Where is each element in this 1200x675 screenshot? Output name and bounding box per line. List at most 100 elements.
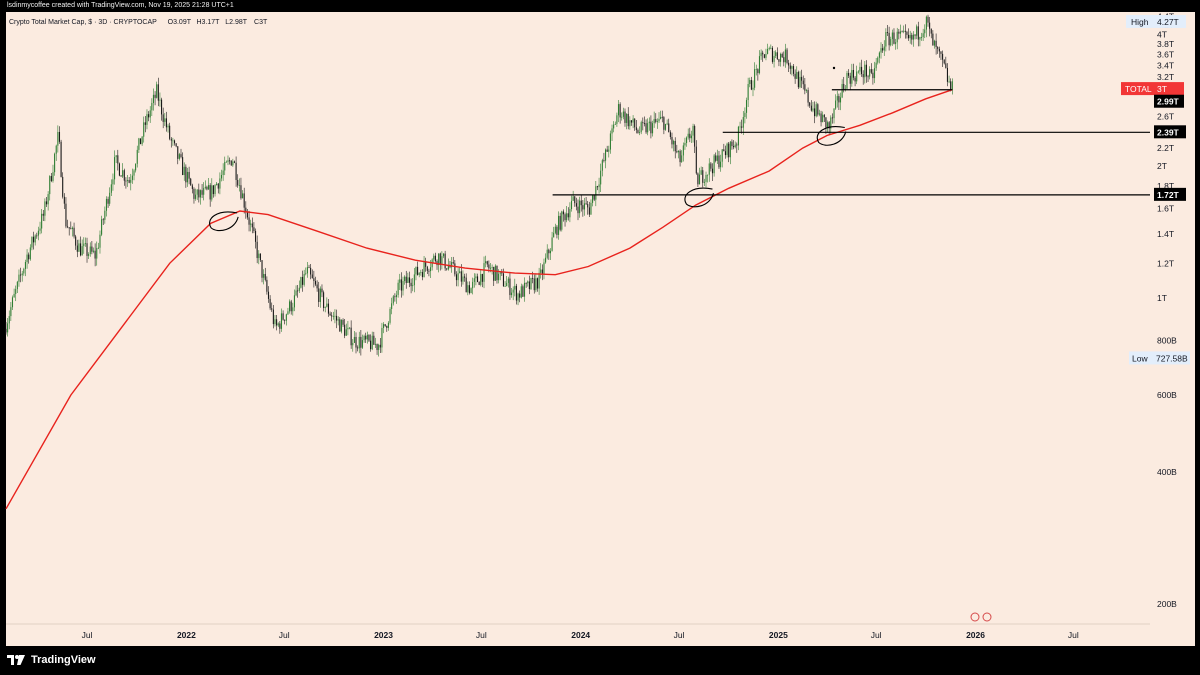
candle-up (613, 121, 615, 133)
candle-down (279, 320, 281, 334)
candle-body (248, 217, 250, 225)
candle-up (352, 339, 354, 352)
candle-body (384, 324, 386, 326)
candle-up (692, 123, 694, 143)
time-tick-label: Jul (476, 630, 487, 640)
candle-body (447, 265, 449, 270)
candle-up (747, 77, 749, 107)
candle-body (538, 272, 540, 289)
candle-body (689, 133, 691, 139)
candle-up (47, 191, 49, 211)
candle-body (721, 149, 723, 162)
candle-up (830, 115, 832, 135)
chart-area[interactable] (6, 12, 1195, 646)
candle-down (148, 111, 150, 122)
candle-body (472, 281, 474, 289)
candle-body (360, 336, 362, 348)
candle-down (62, 172, 64, 199)
candle-body (543, 262, 545, 275)
candle-body (58, 131, 61, 142)
candle-down (331, 312, 333, 322)
candle-down (642, 117, 644, 131)
candle-body (640, 122, 642, 133)
candle-up (397, 279, 399, 298)
chart-title: Crypto Total Market Cap, $ · 3D · CRYPTO… (9, 19, 157, 26)
candle-down (329, 311, 331, 316)
candle-body (311, 274, 313, 279)
candle-body (731, 141, 733, 147)
candle-body (459, 271, 461, 274)
candle-body (478, 281, 480, 285)
brand[interactable]: TradingView (7, 652, 96, 668)
candle-up (507, 276, 509, 288)
candle-body (214, 185, 216, 195)
candle-down (932, 30, 934, 46)
candle-down (861, 59, 863, 77)
candle-body (493, 267, 495, 281)
candle-body (873, 68, 876, 79)
candle-body (781, 53, 783, 58)
candle-body (326, 303, 328, 307)
candle-up (755, 64, 757, 76)
candle-down (5, 321, 7, 335)
candle-down (212, 185, 214, 198)
candle-up (293, 289, 295, 312)
candle-up (877, 56, 879, 65)
candle-up (242, 190, 244, 199)
candle-down (582, 200, 584, 217)
candle-body (592, 195, 594, 203)
candle-down (541, 264, 543, 281)
candle-up (857, 70, 859, 74)
candle-body (256, 241, 258, 259)
candle-body (345, 329, 347, 336)
candle-up (682, 142, 684, 162)
candle-up (869, 66, 871, 80)
candle-body (536, 278, 539, 289)
time-axis: Jul 2022 Jul 2023 Jul 2024 Jul 2025 Jul 2026 Jul (82, 630, 1079, 640)
candle-up (52, 164, 54, 183)
candle-body (229, 160, 231, 162)
time-tick-label: 2024 (571, 630, 590, 640)
candle-body (267, 291, 270, 299)
candle-down (741, 119, 743, 134)
candle-body (7, 323, 9, 333)
candle-body (796, 72, 798, 79)
candle-body (710, 163, 712, 169)
candle-down (321, 284, 323, 298)
candle-body (227, 160, 229, 162)
candle-body (541, 269, 543, 275)
candle-down (162, 107, 164, 129)
candle-up (729, 140, 731, 165)
candle-body (391, 303, 393, 309)
candle-body (209, 185, 211, 200)
candle-body (319, 288, 321, 302)
candle-down (536, 277, 539, 292)
candle-body (655, 119, 657, 122)
candle-up (24, 259, 26, 277)
candle-down (564, 212, 566, 227)
candle-up (553, 226, 555, 238)
candle-down (694, 124, 696, 153)
candle-body (919, 37, 921, 40)
candle-body (76, 245, 78, 252)
candle-up (925, 15, 927, 38)
candle-body (849, 75, 851, 84)
candle-body (648, 121, 650, 124)
candle-body (442, 253, 445, 257)
candle-down (384, 324, 386, 327)
candle-body (342, 319, 344, 325)
candle-body (898, 31, 900, 34)
candle-up (133, 168, 135, 181)
candle-up (473, 273, 475, 288)
candle-body (177, 146, 179, 159)
candle-down (802, 75, 804, 90)
candle-body (784, 49, 786, 63)
candle-body (314, 281, 317, 285)
candle-body (348, 327, 351, 329)
candle-body (47, 194, 49, 205)
candle-down (182, 152, 184, 176)
price-tick-label: 2.6T (1157, 111, 1174, 121)
candle-up (326, 297, 328, 308)
candle-body (434, 255, 436, 262)
